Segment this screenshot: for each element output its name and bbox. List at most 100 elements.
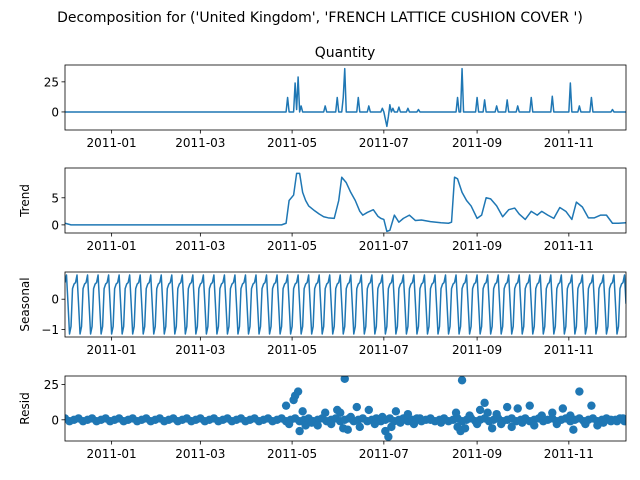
- resid-point: [281, 401, 291, 410]
- resid-point: [558, 404, 568, 413]
- resid-point: [313, 421, 322, 430]
- resid-point: [321, 408, 330, 417]
- resid-point: [569, 425, 578, 434]
- resid-point: [451, 408, 461, 417]
- resid-point: [327, 419, 336, 429]
- resid-point: [599, 418, 608, 427]
- resid-point: [391, 407, 401, 416]
- resid-point: [483, 408, 492, 417]
- resid-point: [457, 376, 467, 385]
- resid-point: [518, 418, 527, 427]
- resid-point: [298, 407, 307, 416]
- x-tick-label: 2011-03: [175, 136, 225, 150]
- resid-point: [537, 411, 546, 420]
- seasonal-panel: 2011-01 2011-03 2011-05 2011-07 2011-09 2011-…: [18, 271, 627, 357]
- resid-point: [460, 424, 470, 433]
- resid-point: [575, 387, 584, 396]
- series-line: [65, 172, 626, 233]
- resid-point: [415, 414, 425, 423]
- quantity-panel: 2011-01 2011-03 2011-05 2011-07 2011-09 2011-…: [44, 64, 627, 150]
- x-tick-label: 2011-01: [87, 136, 137, 150]
- resid-point: [355, 422, 364, 432]
- resid-point: [566, 411, 575, 420]
- axes-frame: [64, 167, 627, 234]
- x-tick-label: 2011-11: [544, 343, 594, 357]
- resid-point: [384, 432, 393, 441]
- resid-point: [409, 419, 419, 429]
- resid-point: [513, 404, 522, 413]
- y-tick-label: 25: [44, 75, 59, 89]
- resid-panel: 2011-01 2011-03 2011-05 2011-07 2011-09 2011-…: [18, 375, 627, 461]
- resid-point: [525, 401, 534, 410]
- x-tick-label: 2011-07: [359, 136, 409, 150]
- panel-1-title: Quantity: [315, 45, 376, 61]
- x-tick-label: 2011-03: [175, 447, 225, 461]
- resid-point: [378, 412, 387, 422]
- y-tick-label: 0: [51, 105, 59, 119]
- x-tick-label: 2011-05: [267, 136, 317, 150]
- axes-frame: [64, 271, 627, 338]
- x-tick-label: 2011-09: [452, 239, 502, 253]
- y-tick-label: 0: [51, 293, 59, 307]
- y-axis-label: Resid: [18, 392, 32, 424]
- x-tick-label: 2011-03: [175, 239, 225, 253]
- plot-area: [65, 376, 626, 441]
- y-axis-label: Trend: [18, 184, 32, 218]
- resid-point: [530, 421, 539, 430]
- axes-frame: [64, 375, 627, 442]
- resid-point: [346, 412, 355, 422]
- resid-point: [496, 419, 506, 429]
- trend-panel: 2011-01 2011-03 2011-05 2011-07 2011-09 2011-…: [18, 167, 627, 253]
- resid-point: [472, 419, 482, 429]
- x-tick-label: 2011-11: [544, 447, 594, 461]
- resid-point: [502, 402, 512, 412]
- resid-point: [507, 422, 516, 432]
- resid-point: [364, 405, 374, 415]
- resid-point: [403, 409, 413, 419]
- resid-point: [387, 422, 396, 432]
- figure-suptitle: Decomposition for ('United Kingdom', 'FR…: [57, 10, 583, 26]
- resid-point: [293, 387, 303, 396]
- x-tick-label: 2011-07: [359, 343, 409, 357]
- resid-point: [552, 419, 562, 429]
- resid-point: [336, 408, 345, 417]
- x-tick-label: 2011-09: [452, 136, 502, 150]
- resid-point: [426, 415, 435, 424]
- x-tick-label: 2011-09: [452, 447, 502, 461]
- x-tick-label: 2011-05: [267, 239, 317, 253]
- x-tick-label: 2011-07: [359, 447, 409, 461]
- y-tick-label: 0: [51, 218, 59, 232]
- resid-point: [396, 418, 405, 427]
- y-tick-label: 0: [51, 413, 59, 427]
- x-tick-label: 2011-01: [87, 343, 137, 357]
- plot-area: [65, 67, 626, 128]
- y-tick-label: 25: [44, 378, 59, 392]
- y-axis-label: Seasonal: [18, 277, 32, 331]
- x-tick-label: 2011-07: [359, 239, 409, 253]
- resid-point: [352, 402, 361, 412]
- plot-area: [65, 172, 626, 233]
- y-tick-label: −1: [41, 323, 59, 337]
- seasonal-line: [65, 274, 626, 335]
- x-tick-label: 2011-11: [544, 239, 594, 253]
- resid-point: [340, 376, 349, 384]
- resid-point: [618, 414, 626, 423]
- x-tick-label: 2011-09: [452, 343, 502, 357]
- resid-point: [487, 424, 497, 433]
- x-tick-label: 2011-03: [175, 343, 225, 357]
- resid-point: [436, 418, 446, 427]
- y-tick-label: 5: [51, 191, 59, 205]
- resid-point: [295, 426, 304, 436]
- plot-area: [65, 274, 626, 335]
- x-tick-label: 2011-05: [267, 343, 317, 357]
- resid-point: [370, 419, 380, 429]
- x-tick-label: 2011-01: [87, 447, 137, 461]
- resid-point: [480, 398, 489, 408]
- resid-point: [284, 419, 294, 429]
- resid-point: [492, 409, 501, 419]
- resid-point: [465, 411, 474, 420]
- resid-point: [343, 425, 352, 434]
- x-tick-label: 2011-05: [267, 447, 317, 461]
